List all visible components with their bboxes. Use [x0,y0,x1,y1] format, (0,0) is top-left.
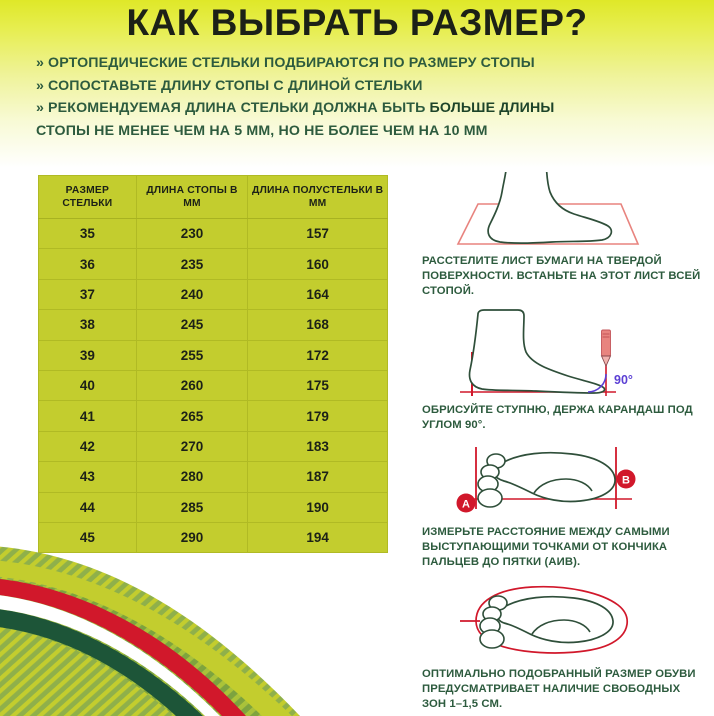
angle-label-90: 90° [614,373,633,387]
cell-half-insole-length: 194 [247,521,388,554]
bullet-marker-icon: » [36,77,45,94]
size-table: РАЗМЕР СТЕЛЬКИ ДЛИНА СТОПЫ В ММ ДЛИНА ПО… [38,175,388,554]
cell-foot-length: 270 [135,430,249,463]
cell-half-insole-length: 190 [247,491,388,523]
table-header-row: РАЗМЕР СТЕЛЬКИ ДЛИНА СТОПЫ В ММ ДЛИНА ПО… [38,175,388,219]
cell-insole-size: 42 [38,430,137,463]
cell-foot-length: 245 [135,309,249,341]
table-row: 36 235 160 [38,248,388,280]
bullet-item-3: » РЕКОМЕНДУЕМАЯ ДЛИНА СТЕЛЬКИ ДОЛЖНА БЫТЬ… [36,97,696,120]
step-1: РАССТЕЛИТЕ ЛИСТ БУМАГИ НА ТВЕРДОЙ ПОВЕРХ… [416,172,706,300]
bullet-item-1: » ОРТОПЕДИЧЕСКИЕ СТЕЛЬКИ ПОДБИРАЮТСЯ ПО Р… [36,52,696,75]
foot-side-with-pencil-icon: 90° [460,308,633,396]
cell-half-insole-length: 175 [247,369,388,402]
decorative-swoosh-graphic [0,546,300,716]
table-header: РАЗМЕР СТЕЛЬКИ ДЛИНА СТОПЫ В ММ ДЛИНА ПО… [38,175,388,219]
cell-insole-size: 41 [38,400,137,432]
cell-insole-size: 45 [38,521,137,554]
cell-insole-size: 39 [38,339,137,371]
column-header-insole-size: РАЗМЕР СТЕЛЬКИ [38,175,137,219]
cell-insole-size: 44 [38,491,137,523]
step-2-caption: ОБРИСУЙТЕ СТУПНЮ, ДЕРЖА КАРАНДАШ ПОД УГЛ… [422,403,693,431]
cell-foot-length: 260 [135,369,249,402]
bullet-item-1-text: ОРТОПЕДИЧЕСКИЕ СТЕЛЬКИ ПОДБИРАЮТСЯ ПО РА… [48,55,535,71]
table-row: 41 265 179 [38,400,388,432]
marker-b-badge [616,469,636,489]
table-row: 39 255 172 [38,339,388,371]
bullet-marker-icon: » [36,100,45,116]
cell-half-insole-length: 179 [247,400,388,432]
table-row: 45 290 194 [38,521,388,554]
cell-foot-length: 280 [135,461,249,493]
cell-insole-size: 37 [38,278,137,311]
bullet-marker-icon: » [36,55,45,71]
cell-foot-length: 265 [135,400,249,432]
cell-half-insole-length: 168 [247,309,388,341]
cell-half-insole-length: 187 [247,461,388,493]
cell-half-insole-length: 183 [247,430,388,463]
bullet-item-3-emphasis: БОЛЬШЕ ДЛИНЫ [429,100,555,116]
cell-insole-size: 43 [38,461,137,493]
column-header-half-insole-length: ДЛИНА ПОЛУСТЕЛЬКИ В ММ [247,175,388,219]
cell-foot-length: 290 [135,521,249,554]
steps-column: РАССТЕЛИТЕ ЛИСТ БУМАГИ НА ТВЕРДОЙ ПОВЕРХ… [416,172,706,712]
bullet-item-3-continuation: СТОПЫ НЕ МЕНЕЕ ЧЕМ НА 5 ММ, НО НЕ БОЛЕЕ … [36,122,488,139]
footprint-inside-insole-icon [460,585,628,654]
page-title: КАК ВЫБРАТЬ РАЗМЕР? [126,2,588,43]
table-row: 35 230 157 [38,217,388,250]
cell-foot-length: 230 [135,217,249,250]
cell-foot-length: 235 [135,248,249,280]
table-row: 38 245 168 [38,309,388,341]
cell-foot-length: 255 [135,339,249,371]
cell-half-insole-length: 157 [247,217,388,250]
step-3-caption: ИЗМЕРЬТЕ РАССТОЯНИЕ МЕЖДУ САМЫМИ ВЫСТУПА… [422,526,670,569]
bullet-item-3-text: РЕКОМЕНДУЕМАЯ ДЛИНА СТЕЛЬКИ ДОЛЖНА БЫТЬ [48,100,430,116]
table-row: 43 280 187 [38,461,388,493]
bullet-item-2-text: СОПОСТАВЬТЕ ДЛИНУ СТОПЫ С ДЛИНОЙ СТЕЛЬКИ [48,77,423,94]
bullet-list: » ОРТОПЕДИЧЕСКИЕ СТЕЛЬКИ ПОДБИРАЮТСЯ ПО Р… [36,52,696,142]
table-body: 35 230 157 36 235 160 37 240 164 38 245 168 39 255 172… [38,217,388,554]
column-header-foot-length: ДЛИНА СТОПЫ В ММ [135,175,249,219]
cell-insole-size: 36 [38,248,137,280]
cell-half-insole-length: 160 [247,248,388,280]
cell-foot-length: 240 [135,278,249,311]
marker-b-label: B [622,475,630,487]
step-2: 90° ОБРИСУЙТЕ СТУПНЮ, ДЕРЖА КАРАНДАШ ПОД… [416,308,706,433]
bullet-item-2: » СОПОСТАВЬТЕ ДЛИНУ СТОПЫ С ДЛИНОЙ СТЕЛЬК… [36,75,696,98]
cell-foot-length: 285 [135,491,249,523]
table-row: 37 240 164 [38,278,388,311]
cell-insole-size: 40 [38,369,137,402]
step-3: A B ИЗМЕРЬТЕ РАССТОЯНИЕ МЕЖДУ САМЫМИ ВЫС… [416,441,706,571]
cell-insole-size: 38 [38,309,137,341]
marker-a-badge [456,493,476,513]
step-1-caption: РАССТЕЛИТЕ ЛИСТ БУМАГИ НА ТВЕРДОЙ ПОВЕРХ… [422,255,701,298]
cell-half-insole-length: 172 [247,339,388,371]
table-row: 40 260 175 [38,369,388,402]
step-4: ОПТИМАЛЬНО ПОДОБРАННЫЙ РАЗМЕР ОБУВИ ПРЕД… [416,581,706,713]
top-gradient-band [0,0,714,168]
table-row: 42 270 183 [38,430,388,463]
marker-a-label: A [462,499,470,511]
cell-insole-size: 35 [38,217,137,250]
foot-side-on-paper-icon [456,172,640,245]
table-row: 44 285 190 [38,491,388,523]
step-4-caption: ОПТИМАЛЬНО ПОДОБРАННЫЙ РАЗМЕР ОБУВИ ПРЕД… [422,667,696,711]
footprint-with-measure-lines-icon: A B [456,447,636,513]
cell-half-insole-length: 164 [247,278,388,311]
